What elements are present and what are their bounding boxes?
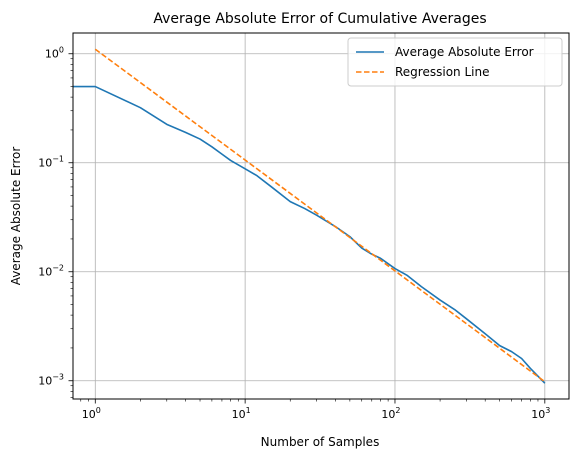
- y-tick-label-exponent: −2: [52, 264, 64, 273]
- chart-title: Average Absolute Error of Cumulative Ave…: [153, 11, 486, 27]
- y-tick-label-base: 10: [38, 266, 52, 279]
- plot-frame: [72, 32, 570, 400]
- y-tick-label: 10−1: [38, 155, 64, 170]
- x-tick-label-exponent: 2: [395, 406, 400, 415]
- x-axis-label: Number of Samples: [261, 435, 380, 449]
- legend-label-regression-line: Regression Line: [395, 65, 489, 79]
- y-tick-label-exponent: 0: [59, 46, 64, 55]
- x-tick-label-base: 10: [531, 408, 545, 421]
- y-tick-label-exponent: −1: [52, 155, 64, 164]
- legend-label-average-absolute-error: Average Absolute Error: [395, 45, 534, 59]
- x-tick-label: 103: [531, 406, 550, 421]
- x-tick-label: 101: [232, 406, 251, 421]
- y-tick-label-base: 10: [38, 375, 52, 388]
- series-line-regression-line: [94, 48, 546, 383]
- major-ticks: [68, 53, 546, 404]
- x-tick-label-exponent: 3: [545, 406, 550, 415]
- x-tick-label-base: 10: [381, 408, 395, 421]
- y-tick-label-base: 10: [45, 48, 59, 61]
- y-tick-label-exponent: −3: [52, 373, 64, 382]
- y-tick-label: 10−3: [38, 373, 64, 388]
- y-axis-label: Average Absolute Error: [9, 147, 23, 286]
- legend: Average Absolute Error Regression Line: [347, 37, 563, 87]
- series-layer: [73, 48, 546, 384]
- legend-box: [347, 37, 563, 87]
- x-tick-label-exponent: 0: [96, 406, 101, 415]
- y-tick-label-base: 10: [38, 157, 52, 170]
- x-tick-label-base: 10: [82, 408, 96, 421]
- x-tick-label-exponent: 1: [246, 406, 251, 415]
- y-tick-label: 10−2: [38, 264, 64, 279]
- x-tick-label: 100: [82, 406, 101, 421]
- x-tick-label-base: 10: [232, 408, 246, 421]
- x-tick-label: 102: [381, 406, 400, 421]
- y-tick-label: 100: [45, 46, 64, 61]
